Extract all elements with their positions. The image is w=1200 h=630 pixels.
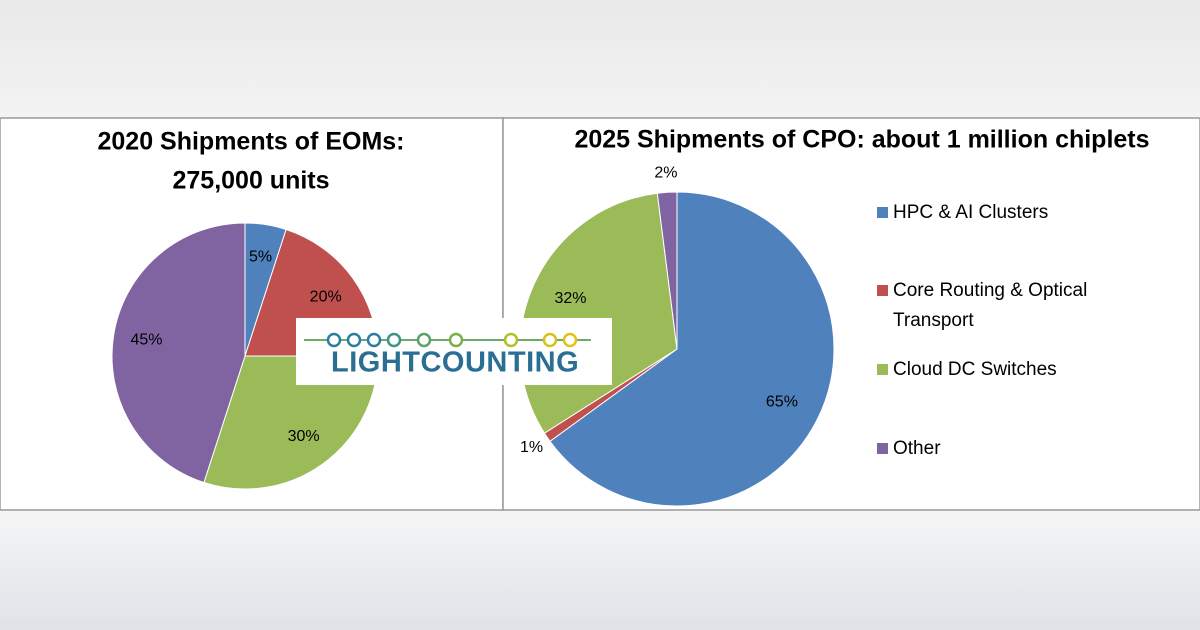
legend-label: HPC & AI Clusters <box>893 202 1049 223</box>
chart-title: 2020 Shipments of EOMs: <box>97 128 404 156</box>
legend-swatch <box>877 207 888 218</box>
legend-swatch <box>877 285 888 296</box>
legend-swatch <box>877 443 888 454</box>
pie-slice <box>656 191 678 350</box>
pie-slice <box>549 191 835 507</box>
data-label: 5% <box>249 249 272 266</box>
data-label: 32% <box>554 290 586 307</box>
logo: LIGHTCOUNTING <box>296 318 612 385</box>
pie-slice <box>203 355 379 490</box>
pie-slice <box>111 222 246 484</box>
data-label: 45% <box>130 332 162 349</box>
logo-graphic: LIGHTCOUNTING <box>304 332 591 379</box>
logo-text: LIGHTCOUNTING <box>331 347 579 379</box>
data-label: 1% <box>520 439 543 456</box>
chart-title: 275,000 units <box>172 167 329 195</box>
legend-label: Other <box>893 438 941 459</box>
data-label: 30% <box>288 428 320 445</box>
legend-swatch <box>877 364 888 375</box>
data-label: 65% <box>766 394 798 411</box>
chart-title: 2025 Shipments of CPO: about 1 million c… <box>574 126 1149 154</box>
data-label: 20% <box>310 289 342 306</box>
legend-label: Core Routing & Optical Transport <box>893 280 1088 331</box>
legend-label: Cloud DC Switches <box>893 359 1057 380</box>
data-label: 2% <box>654 165 677 182</box>
